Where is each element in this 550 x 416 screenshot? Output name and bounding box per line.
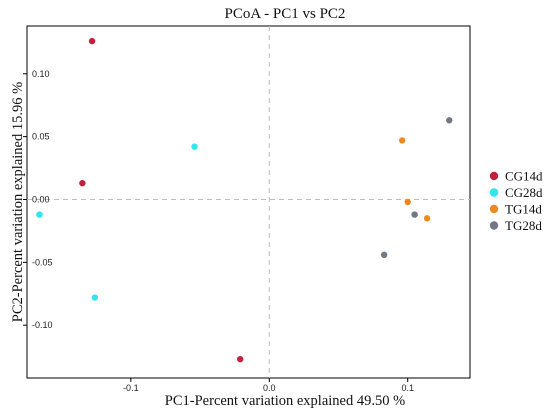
data-point-cg14d	[236, 355, 244, 363]
legend-label-tg28d: TG28d	[505, 218, 542, 233]
data-point-tg14d	[404, 198, 411, 206]
chart-title: PCoA - PC1 vs PC2	[225, 6, 346, 22]
x-tick-label: 0.1	[401, 383, 414, 393]
x-axis-ticks: -0.1 0.0 0.1	[123, 378, 414, 393]
x-tick-label: 0.0	[263, 383, 276, 393]
y-tick-label: 0.05	[32, 132, 50, 142]
legend-marker-cg14d	[489, 171, 499, 181]
plot-area	[26, 25, 471, 379]
y-tick-label: 0.00	[32, 194, 50, 204]
legend-marker-tg28d	[489, 221, 499, 230]
data-point-tg14d	[423, 215, 431, 222]
y-axis-label: PC2-Percent variation explained 15.96 %	[10, 82, 26, 322]
data-point-cg14d	[88, 37, 96, 45]
data-point-tg28d	[380, 251, 388, 258]
data-point-cg28d	[36, 211, 43, 218]
y-tick-label: -0.10	[32, 320, 53, 330]
legend-marker-tg14d	[489, 204, 499, 214]
x-axis-label: PC1-Percent variation explained 49.50 %	[165, 393, 405, 409]
y-tick-label: 0.10	[32, 69, 50, 79]
x-tick-label: -0.1	[123, 383, 139, 393]
data-point-tg28d	[411, 211, 418, 218]
legend-marker-cg28d	[489, 188, 499, 197]
data-point-cg28d	[191, 143, 198, 150]
data-points	[36, 37, 453, 363]
data-point-tg28d	[446, 117, 453, 124]
y-tick-label: -0.05	[32, 257, 53, 267]
data-point-tg14d	[398, 137, 406, 144]
legend-label-cg14d: CG14d	[505, 169, 543, 184]
data-point-cg28d	[91, 294, 99, 301]
legend-label-cg28d: CG28d	[505, 185, 543, 200]
y-axis-ticks: 0.10 0.05 0.00 -0.05 -0.10	[23, 69, 53, 330]
legend-label-tg14d: TG14d	[505, 202, 542, 217]
data-point-cg14d	[79, 179, 86, 187]
